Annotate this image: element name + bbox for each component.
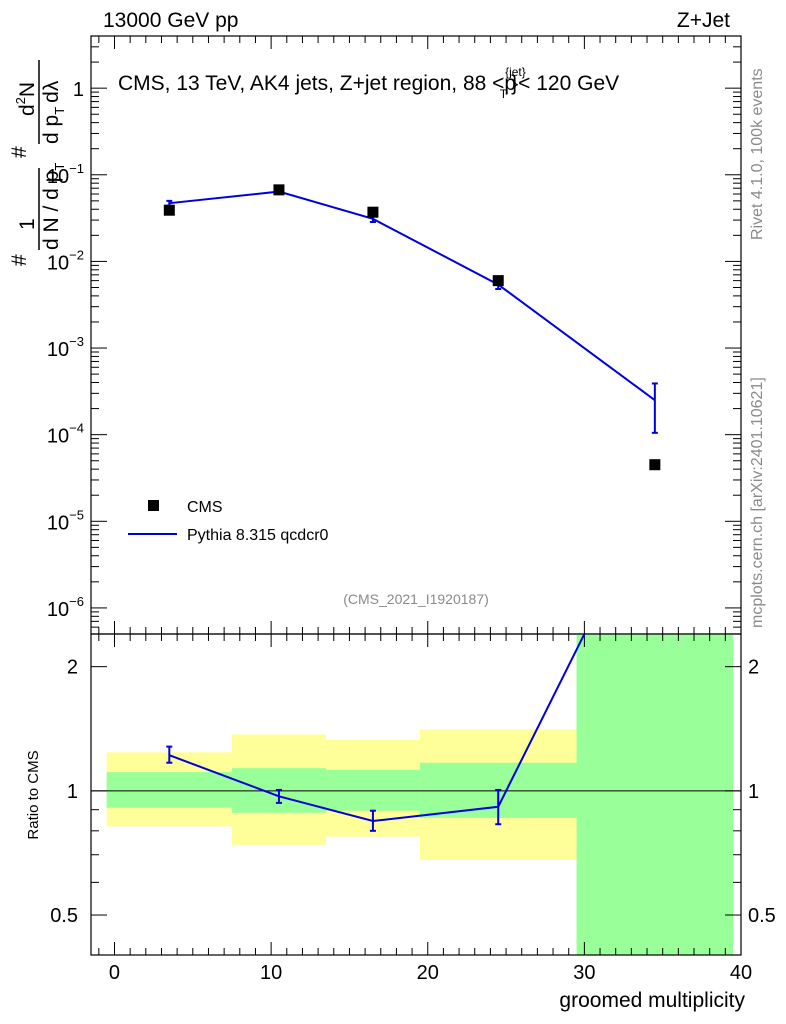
main-title-sub: T [500, 87, 508, 101]
main-y-tick-label-5: 10−5 [47, 507, 84, 534]
ylabel-frac-den-text: d N / d p [40, 171, 63, 250]
header-right: Z+Jet [677, 9, 730, 32]
header-left: 13000 GeV pp [103, 9, 238, 32]
ylabel-hash-1: # [8, 254, 31, 266]
legend: CMS Pythia 8.315 qcdcr0 [128, 499, 329, 544]
mcplots-label: mcplots.cern.ch [arXiv:2401.10621] [749, 377, 766, 628]
ylabel-frac-den-sub: T [52, 163, 67, 171]
ylabel-deriv-num-tail: N [16, 82, 39, 97]
ylabel-deriv-num: d2N [13, 82, 39, 116]
main-y-tick-base: 10 [47, 252, 69, 274]
x-tick-label-4: 40 [730, 962, 752, 984]
x-axis-label: groomed multiplicity [559, 989, 745, 1012]
ylabel-deriv-num-d: d [16, 104, 39, 116]
main-y-tick-base: 10 [47, 426, 69, 448]
ylabel-deriv-den-text: d p [40, 115, 63, 144]
analysis-label: (CMS_2021_I1920187) [343, 591, 489, 607]
main-frame [90, 35, 742, 635]
ratio-y-axis-label: Ratio to CMS [25, 750, 42, 839]
cms-marker-3 [492, 275, 504, 287]
main-y-tick-base: 10 [47, 166, 69, 188]
ylabel-frac-den: d N / d pT [40, 163, 67, 250]
x-tick-label-0: 0 [109, 962, 120, 984]
ratio-bands [106, 634, 734, 955]
main-title-text: CMS, 13 TeV, AK4 jets, Z+jet region, 88 … [118, 72, 516, 95]
cms-marker-2 [367, 206, 379, 218]
ylabel-deriv-den-sub: T [52, 107, 67, 115]
ratio-panel [90, 633, 742, 956]
main-y-tick-label-6: 10−6 [47, 594, 84, 621]
ratio-y-tick-label-left-1: 1 [67, 781, 78, 803]
ratio-y-tick-label-right-0: 2 [748, 657, 759, 679]
main-y-tick-base: 10 [47, 339, 69, 361]
ratio-y-tick-label-right-2: 0.5 [748, 905, 776, 927]
x-tick-labels: 0 10 20 30 40 [109, 962, 752, 984]
x-tick-label-2: 20 [417, 962, 439, 984]
legend-cms-label: CMS [187, 499, 223, 516]
cms-marker-4 [649, 459, 661, 471]
main-title-sup: {jet} [505, 65, 526, 79]
main-y-tick-label-2: 10−2 [47, 247, 84, 274]
ratio-y-tick-labels: 2 2 1 1 0.5 0.5 [50, 657, 776, 927]
main-y-tick-base: 10 [47, 512, 69, 534]
main-title-tail: }< 120 GeV [511, 72, 619, 95]
ratio-band-6 [325, 769, 420, 811]
cms-marker-0 [163, 204, 175, 216]
ratio-y-tick-label-left-0: 2 [67, 657, 78, 679]
ylabel-deriv-den-tail: dλ [40, 80, 63, 103]
x-tick-label-1: 10 [260, 962, 282, 984]
x-tick-label-3: 30 [573, 962, 595, 984]
main-y-tick-labels: 110−110−210−310−410−510−6 [47, 79, 84, 621]
main-y-axis-label: # 1 d N / d pT # d2N d pTdλ [8, 60, 67, 266]
legend-pythia-label: Pythia 8.315 qcdcr0 [187, 527, 329, 544]
ratio-y-tick-label-left-2: 0.5 [50, 905, 78, 927]
main-y-tick-exp: −6 [69, 594, 84, 609]
pythia-line [169, 190, 656, 401]
cms-marker-1 [273, 184, 285, 196]
ratio-axis-ticks [91, 634, 742, 955]
main-y-tick-label-1: 10−1 [47, 161, 84, 188]
ratio-frame [90, 633, 742, 956]
ylabel-hash-2: # [8, 146, 31, 158]
legend-cms-marker [148, 500, 159, 511]
main-y-tick-exp: −4 [69, 421, 84, 436]
main-y-tick-exp: −2 [69, 247, 84, 262]
main-panel [90, 35, 742, 635]
main-y-tick-exp: −3 [69, 334, 84, 349]
main-y-tick-exp: −5 [69, 507, 84, 522]
ratio-series [166, 633, 586, 832]
main-y-tick-label-4: 10−4 [47, 421, 84, 448]
main-series [163, 184, 661, 471]
main-axis-ticks [91, 35, 742, 635]
ratio-band-8 [576, 634, 734, 955]
ylabel-frac-num: 1 [16, 218, 39, 230]
main-y-tick-base: 10 [47, 599, 69, 621]
rivet-version-label: Rivet 4.1.0, 100k events [749, 68, 766, 240]
ratio-y-tick-label-right-1: 1 [748, 781, 759, 803]
main-y-tick-exp: −1 [69, 161, 84, 176]
ylabel-deriv-den: d pTdλ [40, 80, 67, 144]
main-y-tick-label-0: 1 [73, 79, 84, 101]
main-title: CMS, 13 TeV, AK4 jets, Z+jet region, 88 … [118, 65, 619, 101]
main-y-tick-label-3: 10−3 [47, 334, 84, 361]
ratio-band-4 [106, 772, 232, 808]
ylabel-deriv-num-sup: 2 [13, 97, 28, 104]
